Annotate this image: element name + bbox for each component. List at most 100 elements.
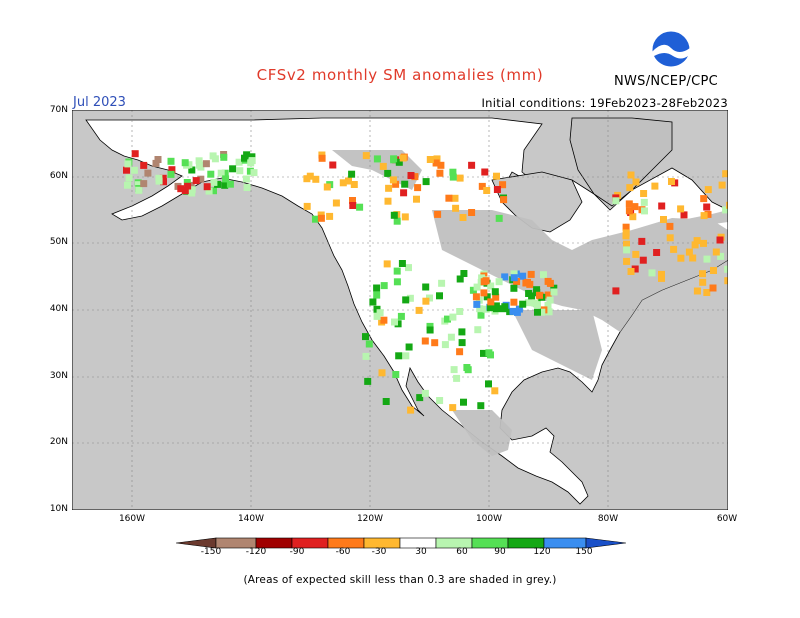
anomaly-cell: [631, 265, 639, 273]
anomaly-cell: [345, 177, 352, 185]
anomaly-cell: [700, 195, 708, 203]
anomaly-cell: [242, 175, 250, 183]
colorbar-tick: 90: [494, 547, 506, 557]
anomaly-cell: [468, 161, 476, 169]
anomaly-cell: [509, 307, 517, 315]
anomaly-cell: [422, 283, 430, 291]
anomaly-cell: [716, 236, 724, 244]
anomaly-cell: [356, 203, 364, 211]
anomaly-cell: [632, 178, 640, 186]
anomaly-cell: [703, 255, 711, 263]
anomaly-cell: [177, 185, 185, 193]
anomaly-cell: [197, 175, 205, 183]
anomaly-cell: [181, 187, 189, 195]
anomaly-cell: [693, 287, 701, 295]
anomaly-cell: [710, 267, 717, 274]
anomaly-cell: [416, 394, 424, 402]
anomaly-cell: [422, 297, 430, 305]
anomaly-cell: [700, 212, 708, 220]
anomaly-cell: [456, 308, 464, 315]
anomaly-cell: [383, 260, 391, 268]
anomaly-cell: [202, 160, 210, 168]
anomaly-cell: [384, 197, 392, 205]
anomaly-cell: [214, 180, 222, 188]
anomaly-cell: [491, 288, 499, 296]
anomaly-cell: [349, 202, 357, 209]
anomaly-cell: [460, 270, 468, 277]
colorbar-tick: 120: [533, 547, 551, 557]
colorbar-tick: 60: [456, 547, 468, 557]
anomaly-cell: [390, 211, 398, 219]
anomaly-cell: [449, 168, 457, 176]
anomaly-cell: [188, 166, 196, 174]
anomaly-cell: [407, 172, 415, 179]
anomaly-cell: [510, 284, 518, 292]
anomaly-cell: [431, 339, 439, 347]
colorbar: [176, 537, 626, 549]
anomaly-cell: [525, 290, 533, 297]
anomaly-cell: [481, 168, 489, 176]
anomaly-cell: [131, 150, 139, 158]
anomaly-cell: [243, 184, 251, 191]
anomaly-cell: [510, 270, 518, 278]
anomaly-cell: [436, 169, 444, 177]
anomaly-cell: [685, 248, 693, 256]
anomaly-cell: [718, 181, 726, 189]
anomaly-cell: [394, 320, 402, 328]
anomaly-cell: [534, 308, 541, 316]
anomaly-cell: [184, 182, 192, 190]
anomaly-cell: [670, 245, 678, 253]
anomaly-cell: [205, 187, 213, 195]
colorbar-tick: 150: [575, 547, 593, 557]
anomaly-cell: [349, 197, 356, 204]
anomaly-cell: [444, 315, 451, 323]
anomaly-cell: [691, 241, 699, 249]
anomaly-cell: [483, 293, 491, 301]
anomaly-cell: [482, 305, 490, 313]
anomaly-cell: [415, 306, 423, 314]
anomaly-cell: [432, 159, 440, 167]
anomaly-cell: [477, 402, 485, 410]
anomaly-cell: [625, 207, 633, 215]
anomaly-cell: [726, 201, 728, 209]
anomaly-cell: [329, 161, 337, 169]
anomaly-cell: [398, 260, 406, 267]
anomaly-cell: [677, 205, 685, 213]
anomaly-cell: [660, 216, 667, 223]
anomaly-cell: [250, 169, 258, 177]
anomaly-cell: [362, 152, 370, 160]
anomaly-cell: [246, 167, 254, 175]
lon-label-80w: 80W: [597, 514, 619, 524]
anomaly-cell: [493, 172, 500, 180]
anomaly-cell: [130, 166, 138, 174]
anomaly-cell: [524, 278, 531, 286]
anomaly-cell: [632, 250, 640, 258]
anomaly-cell: [491, 387, 499, 395]
anomaly-cell: [312, 215, 319, 223]
map-title: CFSv2 monthly SM anomalies (mm): [256, 66, 544, 84]
anomaly-cell: [495, 214, 503, 222]
anomaly-cells: [123, 150, 728, 414]
anomaly-cell: [210, 187, 217, 195]
anomaly-cell: [658, 202, 666, 210]
anomaly-cell: [648, 269, 656, 277]
lat-label-30n: 30N: [49, 371, 68, 381]
anomaly-cell: [485, 380, 492, 388]
lon-label-100w: 100W: [475, 514, 503, 524]
skill-footnote: (Areas of expected skill less than 0.3 a…: [243, 574, 557, 586]
anomaly-cell: [527, 270, 535, 278]
anomaly-cell: [544, 302, 552, 309]
anomaly-cell: [666, 222, 674, 230]
lat-label-40n: 40N: [49, 304, 68, 314]
anomaly-cell: [379, 162, 387, 170]
anomaly-cell: [631, 203, 639, 211]
anomaly-cell: [221, 169, 229, 177]
anomaly-cell: [303, 175, 311, 183]
anomaly-cell: [449, 313, 457, 321]
anomaly-cell: [680, 211, 688, 219]
anomaly-cell: [487, 298, 495, 306]
anomaly-cell: [210, 178, 218, 186]
anomaly-cell: [154, 156, 162, 163]
anomaly-cell: [183, 179, 191, 186]
anomaly-cell: [473, 283, 481, 291]
